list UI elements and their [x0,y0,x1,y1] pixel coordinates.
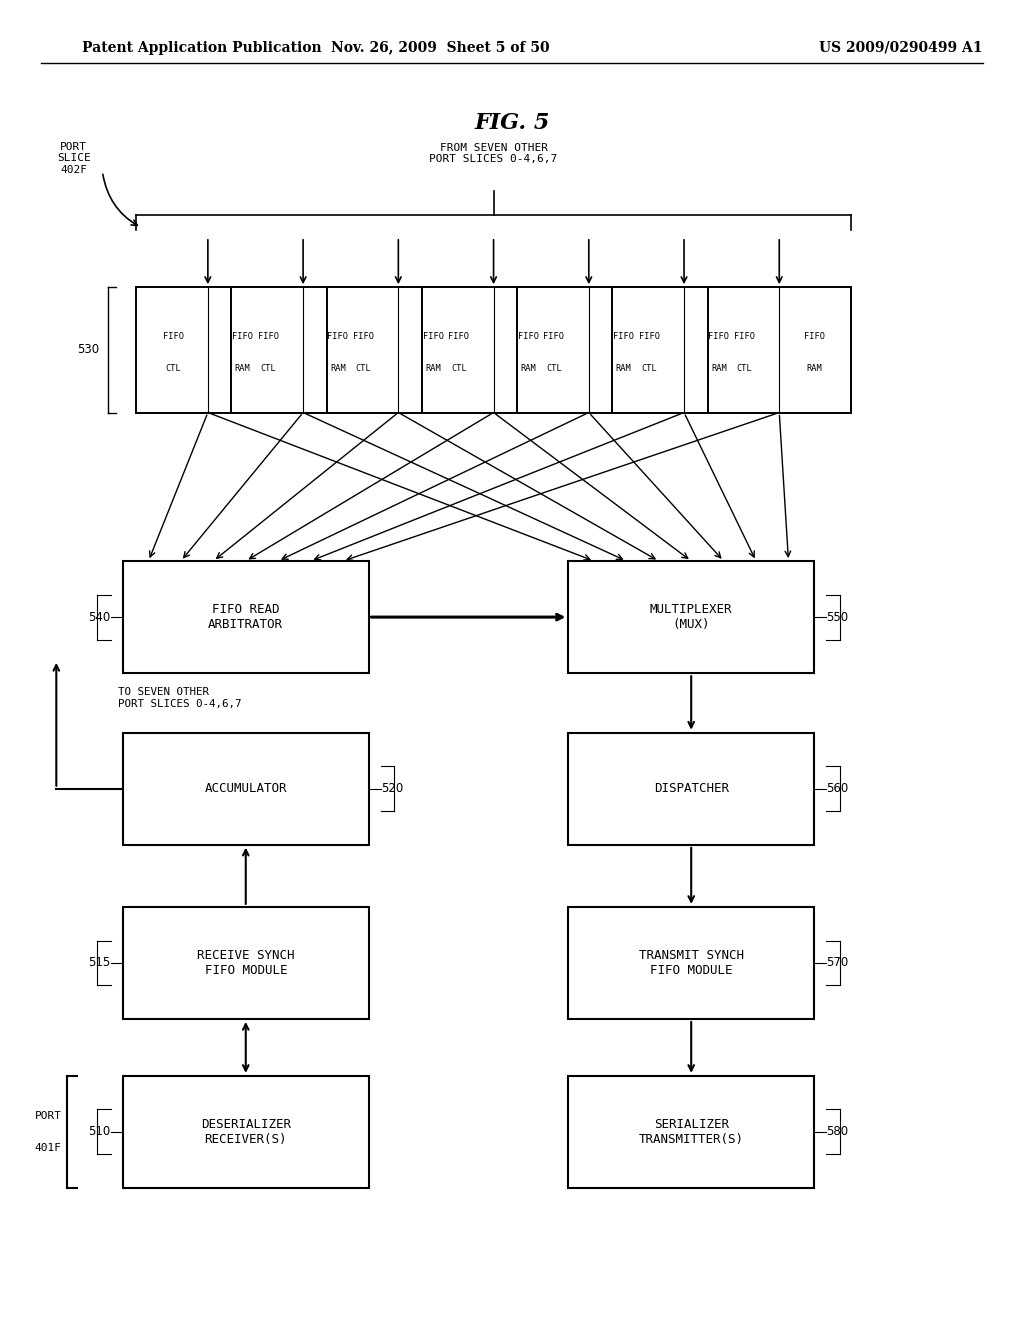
Text: PORT
SLICE
402F: PORT SLICE 402F [57,141,90,176]
Text: FIFO: FIFO [449,333,469,341]
Text: RAM: RAM [234,364,251,372]
Text: 401F: 401F [35,1143,61,1152]
Text: MULTIPLEXER
(MUX): MULTIPLEXER (MUX) [650,603,732,631]
Text: FIFO: FIFO [613,333,634,341]
Text: FIFO: FIFO [639,333,659,341]
Bar [612,288,756,412]
Text: RAM: RAM [520,364,537,372]
Bar [568,561,814,673]
Text: 540: 540 [88,611,111,623]
Bar [568,907,814,1019]
Bar [422,288,565,412]
Text: Patent Application Publication: Patent Application Publication [82,41,322,54]
Text: RAM: RAM [425,364,441,372]
Text: PORT: PORT [35,1111,61,1121]
Text: CTL: CTL [451,364,467,372]
Text: 570: 570 [826,957,849,969]
Text: US 2009/0290499 A1: US 2009/0290499 A1 [819,41,983,54]
Text: 520: 520 [381,783,403,795]
Bar [568,733,814,845]
Text: FIFO: FIFO [353,333,374,341]
Text: FIFO: FIFO [709,333,729,341]
Text: RAM: RAM [806,364,822,372]
Text: FIFO: FIFO [232,333,253,341]
Text: CTL: CTL [165,364,181,372]
Bar [327,288,470,412]
Text: 580: 580 [826,1126,849,1138]
Text: RAM: RAM [330,364,346,372]
Text: CTL: CTL [260,364,276,372]
Text: FIFO: FIFO [518,333,539,341]
Text: RECEIVE SYNCH
FIFO MODULE: RECEIVE SYNCH FIFO MODULE [197,949,295,977]
Bar [136,288,280,412]
Text: CTL: CTL [355,364,372,372]
Text: Nov. 26, 2009  Sheet 5 of 50: Nov. 26, 2009 Sheet 5 of 50 [331,41,550,54]
Text: FROM SEVEN OTHER
PORT SLICES 0-4,6,7: FROM SEVEN OTHER PORT SLICES 0-4,6,7 [429,143,558,164]
Text: FIG. 5: FIG. 5 [474,112,550,133]
Text: 550: 550 [826,611,849,623]
Text: DISPATCHER: DISPATCHER [653,783,729,795]
Text: 515: 515 [88,957,111,969]
Bar [568,1076,814,1188]
Text: CTL: CTL [736,364,753,372]
Bar [231,288,375,412]
Text: 560: 560 [826,783,849,795]
Text: ACCUMULATOR: ACCUMULATOR [205,783,287,795]
Text: DESERIALIZER
RECEIVER(S): DESERIALIZER RECEIVER(S) [201,1118,291,1146]
Bar [123,907,369,1019]
Text: SERIALIZER
TRANSMITTER(S): SERIALIZER TRANSMITTER(S) [639,1118,743,1146]
Text: FIFO: FIFO [804,333,824,341]
Bar [517,288,660,412]
Text: FIFO READ
ARBITRATOR: FIFO READ ARBITRATOR [208,603,284,631]
Text: CTL: CTL [546,364,562,372]
Text: TO SEVEN OTHER
PORT SLICES 0-4,6,7: TO SEVEN OTHER PORT SLICES 0-4,6,7 [118,688,242,709]
Text: TRANSMIT SYNCH
FIFO MODULE: TRANSMIT SYNCH FIFO MODULE [639,949,743,977]
Text: FIFO: FIFO [423,333,443,341]
Text: 530: 530 [77,343,99,356]
Text: FIFO: FIFO [734,333,755,341]
Text: RAM: RAM [615,364,632,372]
Bar [123,733,369,845]
Text: 510: 510 [88,1126,111,1138]
Text: CTL: CTL [641,364,657,372]
Text: FIFO: FIFO [328,333,348,341]
Text: FIFO: FIFO [544,333,564,341]
Text: RAM: RAM [711,364,727,372]
Bar [123,1076,369,1188]
Bar [708,288,851,412]
Bar [123,561,369,673]
Text: FIFO: FIFO [258,333,279,341]
Text: FIFO: FIFO [163,333,183,341]
